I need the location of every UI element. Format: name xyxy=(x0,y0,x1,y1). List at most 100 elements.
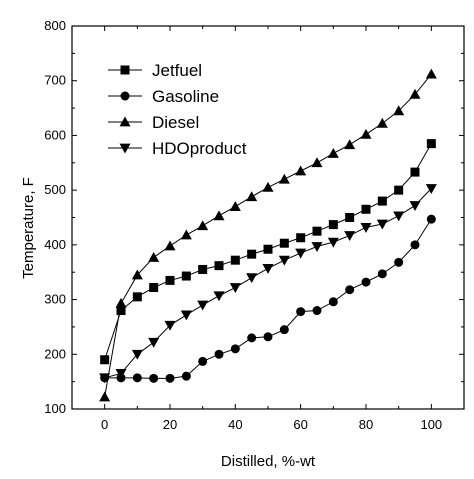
data-point-jetfuel xyxy=(116,306,126,316)
series-diesel xyxy=(99,68,437,402)
data-point-hdoproduct xyxy=(246,273,258,284)
series-line-gasoline xyxy=(104,218,432,379)
legend-label-jetfuel: Jetfuel xyxy=(152,61,202,80)
data-point-jetfuel xyxy=(198,264,208,274)
y-tick-label: 400 xyxy=(44,237,66,252)
data-point-jetfuel xyxy=(377,196,387,206)
data-point-hdoproduct xyxy=(115,369,127,379)
data-point-gasoline xyxy=(181,371,191,381)
data-point-gasoline xyxy=(377,269,387,279)
data-point-jetfuel xyxy=(132,292,142,302)
legend-marker-diesel xyxy=(119,116,131,127)
data-point-gasoline xyxy=(279,325,289,335)
data-point-jetfuel xyxy=(149,283,159,293)
data-point-diesel xyxy=(327,147,339,158)
data-point-hdoproduct xyxy=(99,373,111,384)
data-point-gasoline xyxy=(410,240,420,250)
x-tick-label: 100 xyxy=(420,417,442,432)
data-point-jetfuel xyxy=(426,139,436,149)
data-point-hdoproduct xyxy=(409,201,421,211)
data-point-diesel xyxy=(213,210,225,221)
data-point-diesel xyxy=(295,165,307,176)
data-point-jetfuel xyxy=(279,238,289,248)
data-point-gasoline xyxy=(312,306,322,316)
y-tick-label: 200 xyxy=(44,346,66,361)
data-point-hdoproduct xyxy=(393,211,405,222)
data-point-hdoproduct xyxy=(229,283,241,294)
axes: 0 20 40 60 80 100 100 200 300 400 500 600 700 800 xyxy=(44,18,465,432)
y-tick-label: 800 xyxy=(44,18,66,33)
x-tick-label: 0 xyxy=(101,417,108,432)
data-point-jetfuel xyxy=(345,213,355,222)
data-point-jetfuel xyxy=(165,275,175,285)
data-point-jetfuel xyxy=(296,233,306,243)
data-point-gasoline xyxy=(214,349,224,359)
data-point-diesel xyxy=(197,220,209,231)
data-point-gasoline xyxy=(394,257,404,267)
series-group xyxy=(99,68,437,402)
data-point-diesel xyxy=(311,157,323,168)
data-point-jetfuel xyxy=(312,226,322,236)
x-axis-label: Distilled, %-wt xyxy=(221,453,316,470)
data-point-hdoproduct xyxy=(213,291,225,302)
data-point-diesel xyxy=(131,269,143,280)
legend-item-jetfuel: Jetfuel xyxy=(108,61,202,80)
series-hdoproduct xyxy=(99,184,437,384)
data-point-jetfuel xyxy=(263,244,273,254)
legend-label-diesel: Diesel xyxy=(152,113,199,132)
legend-marker-jetfuel xyxy=(120,65,130,75)
data-point-jetfuel xyxy=(247,249,257,259)
legend-label-hdoproduct: HDOproduct xyxy=(152,139,247,158)
data-point-gasoline xyxy=(230,344,240,354)
data-point-hdoproduct xyxy=(262,263,274,274)
data-point-jetfuel xyxy=(181,271,191,281)
data-point-diesel xyxy=(99,391,111,402)
data-point-gasoline xyxy=(198,356,208,366)
data-point-gasoline xyxy=(328,297,338,307)
data-point-diesel xyxy=(115,297,127,308)
data-point-hdoproduct xyxy=(311,242,323,252)
data-point-diesel xyxy=(164,240,176,251)
data-point-diesel xyxy=(278,173,290,184)
y-tick-label: 100 xyxy=(44,401,66,416)
data-point-hdoproduct xyxy=(425,184,437,195)
data-point-diesel xyxy=(344,139,356,150)
data-point-diesel xyxy=(425,68,437,79)
data-point-diesel xyxy=(393,105,405,116)
data-point-diesel xyxy=(246,191,258,202)
data-point-hdoproduct xyxy=(360,222,372,233)
data-point-gasoline xyxy=(345,285,355,295)
data-point-hdoproduct xyxy=(164,320,176,331)
data-point-jetfuel xyxy=(214,261,224,271)
data-point-diesel xyxy=(229,201,241,211)
y-axis-label: Temperature, F xyxy=(20,177,37,279)
data-point-hdoproduct xyxy=(295,248,307,259)
legend: Jetfuel Gasoline Diesel HDOproduct xyxy=(108,61,247,158)
data-point-jetfuel xyxy=(361,204,371,214)
x-tick-label: 80 xyxy=(359,417,373,432)
plot-frame xyxy=(71,25,465,410)
data-point-diesel xyxy=(376,117,388,128)
data-point-jetfuel xyxy=(230,255,240,265)
data-point-gasoline xyxy=(165,373,175,383)
data-point-jetfuel xyxy=(100,355,110,365)
y-tick-label: 600 xyxy=(44,127,66,142)
data-point-gasoline xyxy=(296,307,306,317)
data-point-diesel xyxy=(360,128,372,139)
x-tick-label: 60 xyxy=(293,417,307,432)
legend-marker-hdoproduct xyxy=(119,143,131,154)
data-point-diesel xyxy=(148,251,160,262)
data-point-jetfuel xyxy=(394,185,404,195)
data-point-hdoproduct xyxy=(197,300,209,311)
data-point-gasoline xyxy=(149,373,159,383)
data-point-hdoproduct xyxy=(278,255,290,266)
data-point-jetfuel xyxy=(328,220,338,230)
data-point-hdoproduct xyxy=(148,337,160,348)
y-tick-label: 700 xyxy=(44,73,66,88)
data-point-hdoproduct xyxy=(131,349,143,360)
data-point-gasoline xyxy=(247,333,257,343)
data-point-gasoline xyxy=(263,332,273,342)
legend-marker-gasoline xyxy=(120,91,130,101)
data-point-gasoline xyxy=(426,214,436,224)
